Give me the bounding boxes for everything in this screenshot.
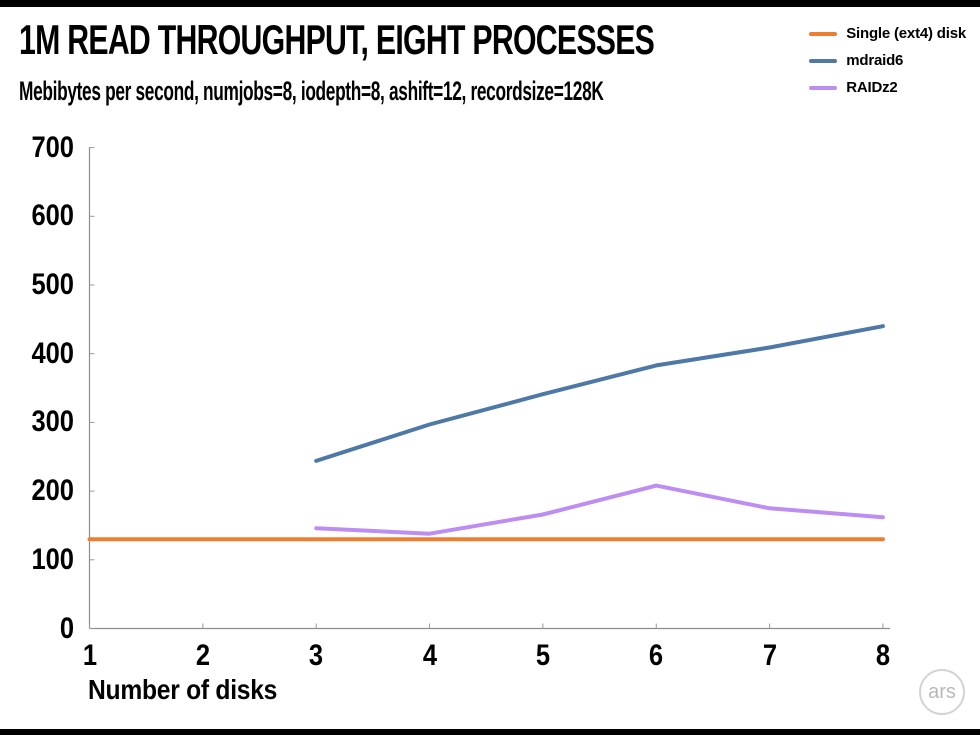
x-tick-label: 3 [309,639,324,672]
x-tick-label: 6 [649,639,664,672]
y-tick-label: 300 [31,405,74,439]
series-line-raidz2 [314,483,885,536]
legend-label: RAIDz2 [846,79,898,96]
x-tick-label: 4 [422,639,437,672]
ars-logo: ars [919,669,965,715]
x-tick-label: 2 [195,639,210,672]
legend-row-raidz2: RAIDz2 [809,74,966,101]
x-axis-title: Number of disks [88,674,278,705]
x-tick-label: 1 [82,639,97,672]
y-tick-label: 200 [31,474,74,508]
chart-title: 1M READ THROUGHPUT, EIGHT PROCESSES [19,16,655,63]
series-line-mdraid6 [314,324,885,463]
y-tick-label: 700 [31,130,74,164]
legend-label: Single (ext4) disk [846,25,966,42]
x-tick-label: 8 [875,639,891,672]
y-tick-label: 100 [31,542,74,576]
legend-swatch-single-ext4-disk [809,31,838,36]
chart-subtitle: Mebibytes per second, numjobs=8, iodepth… [19,76,604,106]
legend-label: mdraid6 [846,52,904,69]
legend-row-mdraid6: mdraid6 [809,47,966,74]
legend: Single (ext4) disk mdraid6 RAIDz2 [809,20,966,101]
y-tick-label: 400 [31,336,74,370]
ars-logo-text: ars [928,680,956,703]
y-tick-label: 500 [31,268,74,301]
legend-row-single-ext4-disk: Single (ext4) disk [809,20,966,47]
y-tick-label: 0 [59,611,74,645]
bottom-accent-bar [0,729,980,735]
x-tick-label: 5 [535,639,550,672]
legend-swatch-mdraid6 [809,58,838,63]
y-tick-label: 600 [31,199,74,233]
legend-swatch-raidz2 [809,85,838,90]
top-accent-bar [0,0,980,7]
x-tick-label: 7 [762,639,777,672]
